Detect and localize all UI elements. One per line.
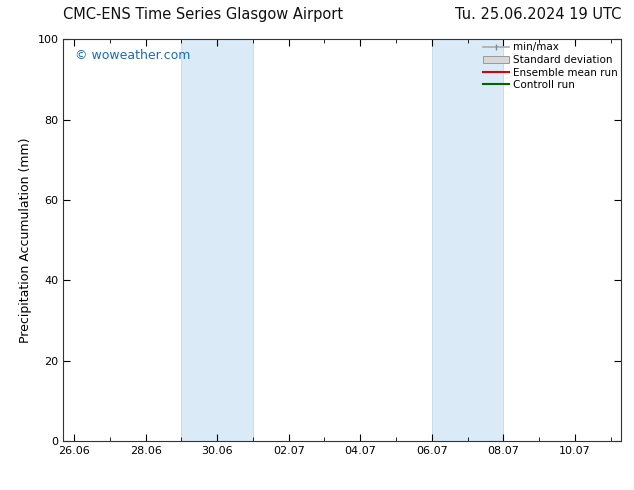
Text: Tu. 25.06.2024 19 UTC: Tu. 25.06.2024 19 UTC: [455, 7, 621, 22]
Bar: [181, 39, 253, 441]
Text: CMC-ENS Time Series Glasgow Airport: CMC-ENS Time Series Glasgow Airport: [63, 7, 344, 22]
Bar: [432, 39, 503, 441]
Legend: min/max, Standard deviation, Ensemble mean run, Controll run: min/max, Standard deviation, Ensemble me…: [481, 40, 620, 92]
Y-axis label: Precipitation Accumulation (mm): Precipitation Accumulation (mm): [19, 137, 32, 343]
Text: © woweather.com: © woweather.com: [75, 49, 190, 62]
